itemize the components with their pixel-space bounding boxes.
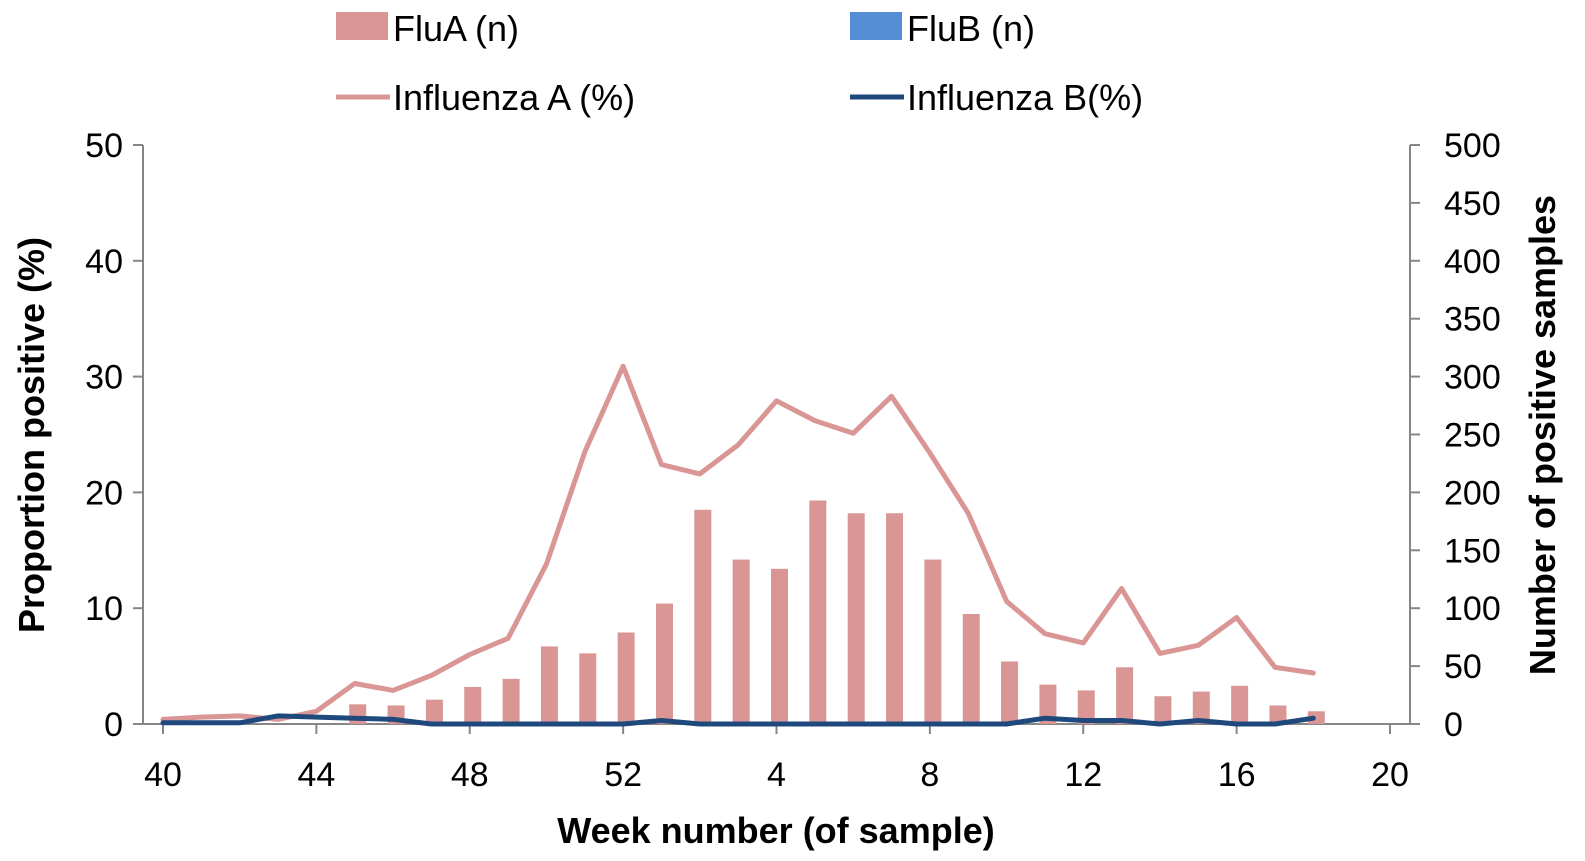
flua-bar: [617, 632, 635, 724]
flua-bar: [579, 653, 597, 724]
influenza-a-line: [160, 363, 1316, 722]
left-axis-title: Proportion positive (%): [11, 237, 52, 633]
flua-bar: [1192, 691, 1210, 724]
x-tick-label: 20: [1371, 756, 1409, 794]
x-tick-label: 52: [604, 756, 642, 794]
flua-bar: [1269, 705, 1287, 724]
flua-bar: [847, 513, 865, 724]
flua-bars: [349, 500, 1325, 724]
left-tick-label: 20: [85, 474, 123, 512]
x-axis-title: Week number (of sample): [557, 810, 994, 851]
series-lines: [160, 363, 1316, 727]
legend-item-flua-n: FluA (n): [336, 8, 519, 49]
left-axis-ticks: 0 10 20 30 40 50: [85, 127, 143, 744]
legend: FluA (n) FluB (n) Influenza A (%) Influe…: [336, 8, 1143, 118]
x-tick-label: 40: [144, 756, 182, 794]
legend-label-flua-n: FluA (n): [393, 8, 519, 49]
flua-bar: [962, 613, 980, 724]
flua-bar: [425, 699, 443, 724]
flua-bar: [809, 500, 827, 724]
legend-label-influenza-a-pct: Influenza A (%): [393, 77, 635, 118]
flua-bar: [771, 568, 788, 724]
x-tick-label: 12: [1064, 756, 1102, 794]
flua-bar: [1001, 661, 1019, 724]
left-tick-label: 30: [85, 359, 123, 397]
right-axis-ticks: 0 50 100 150 200 250 300 350 400 450 500: [1410, 127, 1501, 744]
right-tick-label: 200: [1444, 474, 1501, 512]
flua-bar: [924, 559, 942, 724]
flua-bar: [732, 559, 750, 724]
x-tick-label: 16: [1218, 756, 1256, 794]
flua-bar: [1116, 667, 1134, 724]
right-tick-label: 450: [1444, 185, 1501, 223]
right-tick-label: 150: [1444, 532, 1501, 570]
legend-item-flub-n: FluB (n): [850, 8, 1035, 49]
right-tick-label: 100: [1444, 590, 1501, 628]
right-tick-label: 250: [1444, 417, 1501, 455]
flua-bar: [1154, 696, 1172, 724]
right-tick-label: 300: [1444, 359, 1501, 397]
flua-bar: [886, 513, 904, 724]
left-tick-label: 10: [85, 590, 123, 628]
right-tick-label: 500: [1444, 127, 1501, 165]
right-tick-label: 350: [1444, 301, 1501, 339]
flua-bar: [540, 646, 558, 724]
flua-bar: [464, 686, 482, 724]
right-tick-label: 50: [1444, 648, 1482, 686]
legend-label-flub-n: FluB (n): [907, 8, 1035, 49]
left-tick-label: 50: [85, 127, 123, 165]
left-tick-label: 0: [104, 706, 123, 744]
left-tick-label: 40: [85, 243, 123, 281]
flua-bar: [655, 603, 673, 724]
x-axis-ticks: 40 44 48 52 4 8 12 16 20: [144, 724, 1409, 794]
flua-bar: [694, 509, 712, 724]
right-tick-label: 0: [1444, 706, 1463, 744]
flua-bar: [1231, 685, 1249, 724]
flua-bar: [349, 704, 367, 724]
flua-bar: [502, 678, 520, 724]
legend-swatch-flub-n: [850, 12, 902, 40]
x-tick-label: 48: [451, 756, 489, 794]
right-axis-title: Number of positive samples: [1522, 195, 1563, 675]
legend-item-influenza-a-pct: Influenza A (%): [336, 77, 635, 118]
x-tick-label: 4: [767, 756, 786, 794]
flua-bar: [1077, 690, 1095, 724]
flua-bar: [1039, 684, 1057, 724]
legend-swatch-flua-n: [336, 12, 388, 40]
influenza-b-line: [160, 713, 1316, 727]
legend-item-influenza-b-pct: Influenza B(%): [850, 77, 1143, 118]
x-tick-label: 44: [297, 756, 335, 794]
right-tick-label: 400: [1444, 243, 1501, 281]
x-tick-label: 8: [920, 756, 939, 794]
legend-label-influenza-b-pct: Influenza B(%): [907, 77, 1143, 118]
